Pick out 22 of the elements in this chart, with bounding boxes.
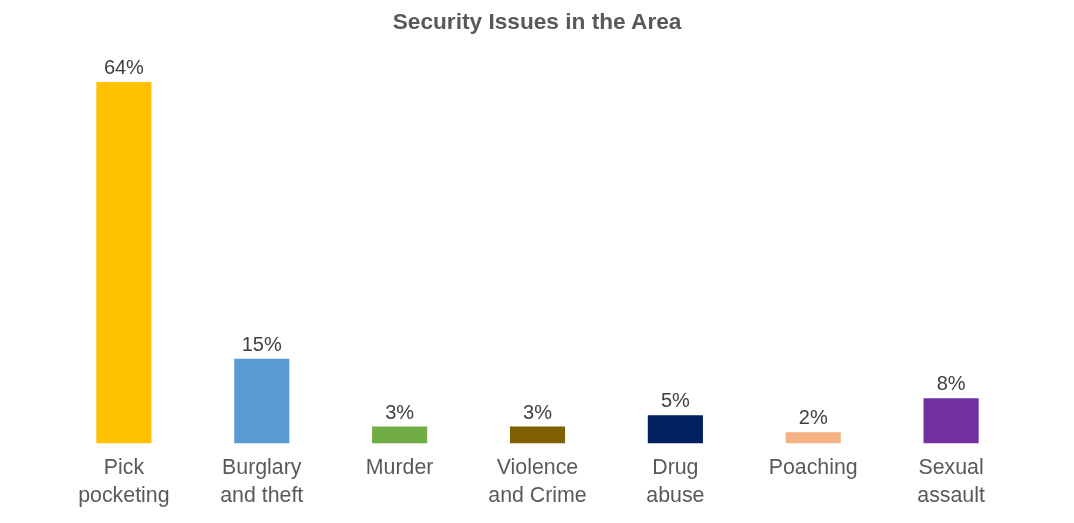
- x-tick-label: Burglary and theft: [220, 454, 304, 508]
- x-tick-label: Murder: [365, 454, 434, 479]
- x-tick-label: Violence and Crime: [488, 454, 587, 508]
- bar: [509, 426, 566, 444]
- x-tick-label: Poaching: [768, 454, 858, 479]
- bar: [785, 432, 841, 444]
- chart-title: Security Issues in the Area: [392, 7, 682, 34]
- bar: [923, 398, 979, 444]
- x-tick-label: Drug abuse: [646, 454, 705, 508]
- data-label: 5%: [660, 389, 691, 412]
- x-tick-label: Pick pocketing: [78, 454, 170, 508]
- data-label: 15%: [241, 332, 282, 355]
- data-label: 3%: [385, 400, 415, 423]
- data-label: 3%: [523, 400, 553, 423]
- bar: [372, 426, 428, 444]
- data-label: 64%: [103, 55, 145, 78]
- bar: [234, 358, 290, 444]
- bar: [96, 81, 152, 444]
- data-label: 2%: [798, 406, 828, 429]
- x-tick-label: Sexual assault: [917, 454, 985, 508]
- data-label: 8%: [936, 372, 966, 395]
- bar: [647, 415, 703, 444]
